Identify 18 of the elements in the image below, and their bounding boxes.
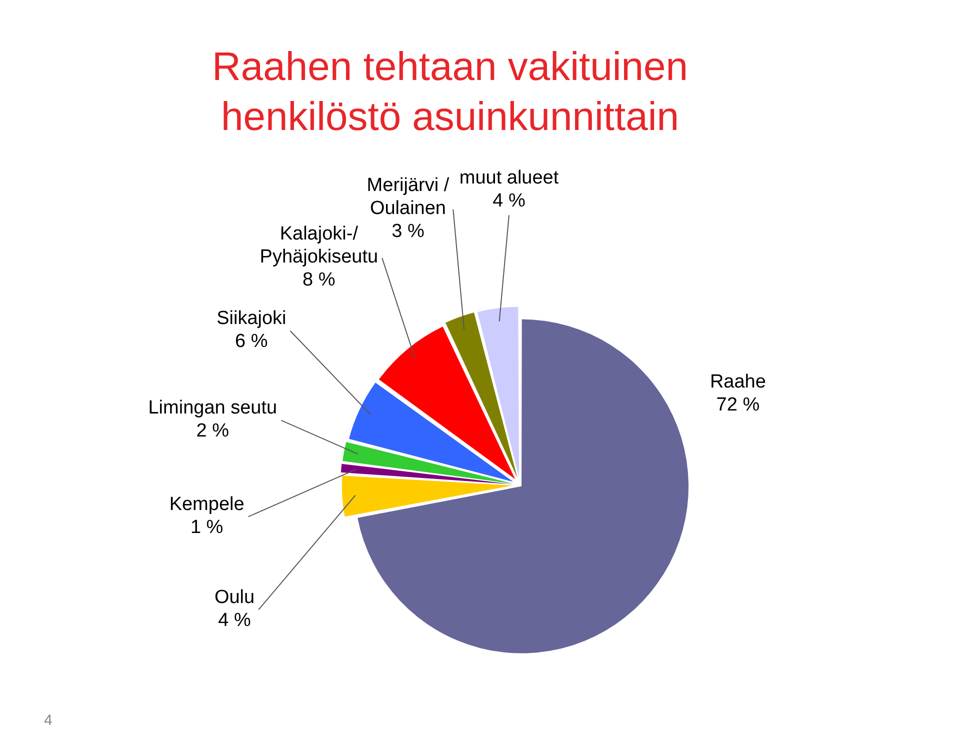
slice-label: Kalajoki-/ Pyhäjokiseutu bbox=[260, 224, 378, 268]
slice-label: Raahe bbox=[710, 371, 766, 392]
data-label: 3 % bbox=[392, 221, 424, 242]
slice-label: Limingan seutu bbox=[148, 398, 278, 419]
slice-label: Kempele bbox=[169, 494, 244, 515]
data-label: 4 % bbox=[492, 190, 526, 212]
data-label: 6 % bbox=[235, 331, 268, 352]
chart-title: Raahen tehtaan vakituinen henkilöstö asuinkunnittain bbox=[211, 44, 689, 141]
slice-label: Oulu bbox=[214, 586, 255, 608]
data-label: 72 % bbox=[716, 394, 760, 416]
data-label: 4 % bbox=[218, 610, 251, 631]
data-label: 8 % bbox=[302, 270, 336, 291]
text: 4 bbox=[44, 712, 52, 729]
slice-label: Siikajoki bbox=[216, 308, 286, 330]
slice-label: Merijärvi / Oulainen bbox=[366, 175, 450, 220]
data-label: 1 % bbox=[190, 516, 224, 538]
data-label: 2 % bbox=[196, 420, 230, 442]
slice-label: muut alueet bbox=[459, 167, 560, 188]
